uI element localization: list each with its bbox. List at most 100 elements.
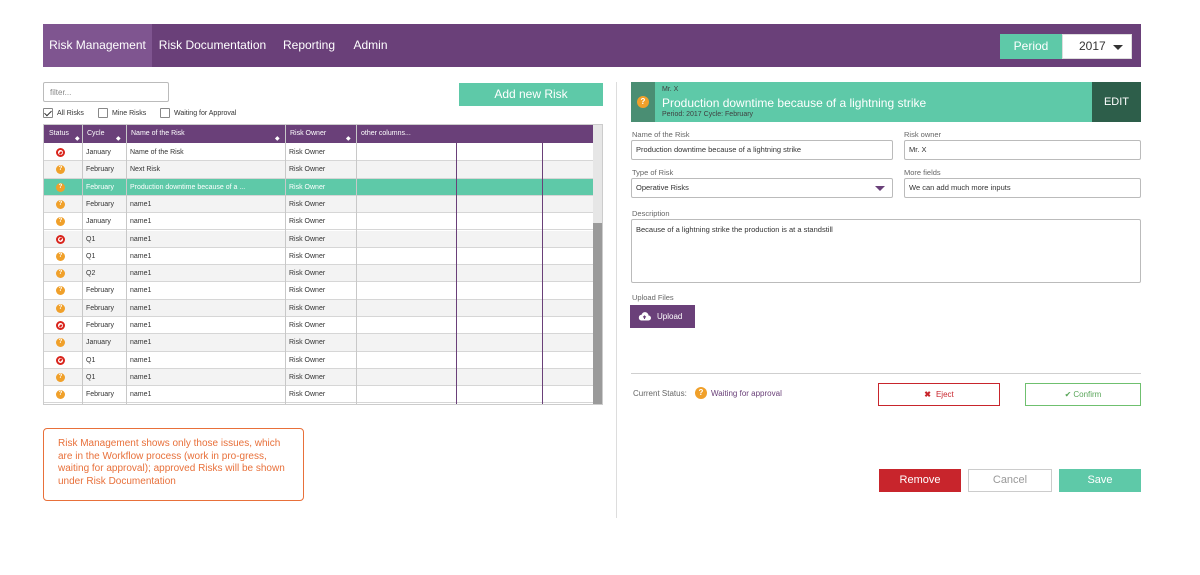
cycle-cell: Q1 (86, 373, 96, 381)
period-value: 2017 (1079, 39, 1106, 53)
checkbox-box[interactable] (43, 108, 53, 118)
header-owner: Mr. X (662, 86, 679, 93)
name-cell: name1 (130, 322, 152, 329)
info-note: Risk Management shows only those issues,… (43, 428, 304, 501)
table-row[interactable]: ? February name1 Risk Owner (44, 282, 593, 300)
sort-icon: ◆ (75, 136, 80, 142)
column-header-status[interactable]: Status ◆ (44, 125, 82, 143)
more-fields-input[interactable]: We can add much more inputs (904, 178, 1141, 198)
save-button[interactable]: Save (1059, 469, 1141, 492)
confirm-button[interactable]: ✔ Confirm (1025, 383, 1141, 406)
cycle-cell: Q1 (86, 356, 96, 364)
question-icon: ? (56, 217, 65, 227)
tab-reporting[interactable]: Reporting (282, 38, 336, 52)
table-row[interactable]: January Name of the Risk Risk Owner (44, 144, 593, 162)
stop-icon (56, 148, 65, 157)
cycle-cell: February (86, 322, 115, 329)
tab-risk-management[interactable]: Risk Management (43, 24, 152, 67)
table-row[interactable]: ? Q1 name1 Risk Owner (44, 248, 593, 266)
owner-cell: Risk Owner (289, 391, 326, 399)
column-header-name[interactable]: Name of the Risk ◆ (126, 125, 285, 143)
current-status-value: Waiting for approval (711, 389, 782, 398)
owner-cell: Risk Owner (289, 322, 326, 329)
checkbox-all-risks[interactable]: All Risks (43, 108, 93, 119)
column-header-other[interactable]: other columns... (356, 125, 456, 143)
table-row[interactable]: ? January name1 Risk Owner (44, 213, 593, 231)
name-cell: Production downtime because of a ... (130, 183, 246, 191)
cycle-cell: February (86, 391, 115, 399)
table-scrollbar-thumb[interactable] (593, 223, 602, 404)
close-icon: ✖ (924, 390, 931, 399)
description-textarea[interactable]: Because of a lightning strike the produc… (631, 219, 1141, 283)
cycle-cell: January (86, 218, 111, 226)
sort-icon: ◆ (116, 136, 121, 142)
name-cell: name1 (130, 373, 152, 381)
eject-button[interactable]: ✖ Eject (878, 383, 1000, 406)
cancel-button[interactable]: Cancel (968, 469, 1052, 492)
name-field[interactable]: Production downtime because of a lightni… (631, 140, 893, 160)
upload-label: Upload Files (632, 293, 674, 302)
owner-field[interactable]: Mr. X (904, 140, 1141, 160)
owner-cell: Risk Owner (289, 200, 326, 208)
question-icon: ? (695, 387, 707, 399)
name-cell: name1 (130, 252, 152, 260)
question-icon: ? (637, 96, 649, 108)
table-row[interactable]: Q1 name1 Risk Owner (44, 352, 593, 369)
table-row[interactable]: Q1 name1 Risk Owner (44, 230, 593, 248)
owner-cell: Risk Owner (289, 373, 326, 381)
name-cell: name1 (130, 287, 152, 295)
table-row[interactable]: ? Q1 name1 Risk Owner (44, 368, 593, 387)
cycle-cell: February (86, 166, 115, 174)
cloud-upload-icon (638, 312, 651, 321)
stop-icon (56, 234, 65, 244)
column-label: Name of the Risk (131, 130, 185, 137)
checkbox-mine-risks[interactable]: Mine Risks (98, 108, 156, 119)
table-header: Status ◆ Cycle ◆ Name of the Risk ◆ Risk… (44, 125, 593, 143)
column-label: Status (49, 130, 69, 137)
owner-cell: Risk Owner (289, 218, 326, 226)
type-value: Operative Risks (636, 183, 689, 192)
question-icon: ? (56, 372, 65, 382)
remove-button[interactable]: Remove (879, 469, 961, 492)
period-select[interactable]: 2017 (1062, 34, 1132, 59)
tab-risk-documentation[interactable]: Risk Documentation (158, 38, 267, 52)
column-header-owner[interactable]: Risk Owner ◆ (285, 125, 356, 143)
table-row[interactable]: ? February name1 Risk Owner (44, 195, 593, 214)
type-select[interactable]: Operative Risks (631, 178, 893, 198)
tab-admin[interactable]: Admin (353, 38, 388, 52)
checkbox-box[interactable] (98, 108, 108, 118)
table-row[interactable]: February name1 Risk Owner (44, 317, 593, 335)
owner-cell: Risk Owner (289, 183, 326, 191)
name-cell: name1 (130, 218, 152, 226)
name-cell: name1 (130, 356, 152, 364)
owner-cell: Risk Owner (289, 270, 326, 278)
owner-cell: Risk Owner (289, 166, 326, 174)
table-row[interactable]: ? Q2 name1 Risk Owner (44, 265, 593, 283)
cycle-cell: February (86, 304, 115, 312)
column-header-cycle[interactable]: Cycle ◆ (82, 125, 126, 143)
add-new-risk-button[interactable]: Add new Risk (459, 83, 603, 106)
cycle-cell: Q1 (86, 252, 96, 260)
table-row[interactable]: ? February Production downtime because of … (44, 178, 593, 196)
table-row[interactable]: ? February Next Risk Risk Owner (44, 161, 593, 179)
name-cell: Next Risk (130, 166, 160, 174)
table-row[interactable]: ? February name1 Risk Owner (44, 386, 593, 404)
edit-button[interactable]: EDIT (1092, 82, 1141, 122)
chevron-down-icon (875, 186, 885, 191)
name-cell: name1 (130, 270, 152, 278)
checkbox-label: All Risks (57, 110, 84, 117)
filter-input[interactable] (43, 82, 169, 102)
checkbox-box[interactable] (160, 108, 170, 118)
cycle-cell: February (86, 200, 115, 208)
table-row[interactable]: ? February name1 Risk Owner (44, 299, 593, 317)
question-icon: ? (56, 165, 65, 175)
column-divider (126, 125, 127, 404)
upload-button[interactable]: Upload (630, 305, 695, 328)
question-icon: ? (56, 182, 65, 192)
checkbox-waiting-approval[interactable]: Waiting for Approval (160, 108, 255, 119)
owner-cell: Risk Owner (289, 339, 326, 347)
risk-table: Status ◆ Cycle ◆ Name of the Risk ◆ Risk… (43, 124, 603, 405)
question-icon: ? (56, 390, 65, 400)
table-row[interactable]: ? January name1 Risk Owner (44, 334, 593, 352)
more-fields-label: More fields (904, 168, 941, 177)
